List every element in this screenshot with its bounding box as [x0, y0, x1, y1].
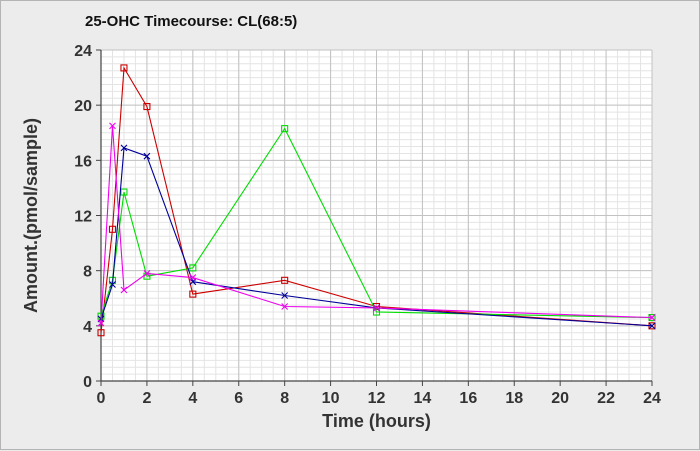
data-point-square — [189, 290, 197, 298]
major-gridlines — [100, 49, 653, 382]
marker-stroke — [109, 281, 116, 288]
marker-stroke — [281, 292, 289, 299]
marker-stroke — [120, 144, 128, 152]
marker-stroke — [143, 152, 151, 160]
data-point-x — [97, 319, 105, 327]
y-tick-label: 20 — [74, 98, 92, 115]
y-tick-label: 4 — [83, 319, 92, 336]
data-point-x — [648, 322, 656, 330]
marker-stroke — [648, 314, 656, 321]
x-tick-label: 22 — [597, 390, 615, 407]
marker-stroke — [281, 303, 289, 310]
y-tick-label: 0 — [83, 374, 92, 391]
marker-stroke — [109, 122, 116, 130]
data-point-square — [372, 308, 381, 316]
data-point-square — [189, 264, 197, 272]
data-point-square — [143, 102, 151, 111]
data-point-x — [109, 281, 116, 288]
y-tick-label: 8 — [83, 264, 92, 281]
chart-title: 25-OHC Timecourse: CL(68:5) — [85, 13, 297, 30]
y-tick-label: 24 — [74, 43, 92, 60]
data-point-x — [143, 270, 151, 277]
x-axis-label: Time (hours) — [322, 411, 431, 431]
y-axis-label: Amount.(pmol/sample) — [21, 118, 41, 313]
series-layer — [97, 64, 656, 337]
axes — [96, 49, 653, 386]
marker-stroke — [373, 304, 380, 312]
data-point-square — [120, 188, 128, 196]
marker-stroke — [120, 286, 128, 294]
x-tick-label: 12 — [368, 390, 386, 407]
data-point-x — [373, 304, 380, 312]
x-tick-label: 14 — [414, 390, 432, 407]
marker-stroke — [189, 274, 197, 281]
marker-stroke — [97, 319, 105, 327]
data-point-square — [120, 64, 128, 72]
x-tick-label: 0 — [97, 390, 106, 407]
x-tick-label: 8 — [280, 390, 289, 407]
x-tick-label: 16 — [459, 390, 477, 407]
data-point-square — [281, 125, 289, 133]
x-tick-label: 20 — [551, 390, 569, 407]
data-point-x — [120, 286, 128, 294]
data-point-x — [120, 144, 128, 152]
x-tick-label: 10 — [322, 390, 340, 407]
data-point-square — [97, 329, 105, 337]
data-point-x — [281, 292, 289, 299]
x-tick-label: 24 — [643, 390, 661, 407]
data-point-x — [281, 303, 289, 310]
series-line — [100, 125, 653, 324]
y-tick-labels: 0 4 8 12 16 20 24 — [74, 43, 92, 391]
y-tick-label: 12 — [74, 209, 92, 226]
series-line — [100, 147, 653, 327]
data-point-square — [108, 225, 117, 233]
data-point-x — [189, 274, 197, 281]
marker-stroke — [648, 322, 656, 330]
data-point-x — [648, 314, 656, 321]
x-tick-label: 6 — [234, 390, 243, 407]
x-tick-label: 4 — [188, 390, 197, 407]
marker-stroke — [143, 270, 151, 277]
y-tick-label: 16 — [74, 153, 92, 170]
data-point-square — [281, 276, 289, 284]
x-tick-label: 2 — [142, 390, 151, 407]
series-4 — [97, 122, 656, 327]
data-point-x — [143, 152, 151, 160]
x-tick-labels: 0 2 4 6 8 10 12 14 16 18 20 22 24 — [97, 390, 661, 407]
x-tick-label: 18 — [505, 390, 523, 407]
data-point-x — [109, 122, 116, 130]
series-line — [100, 66, 653, 333]
